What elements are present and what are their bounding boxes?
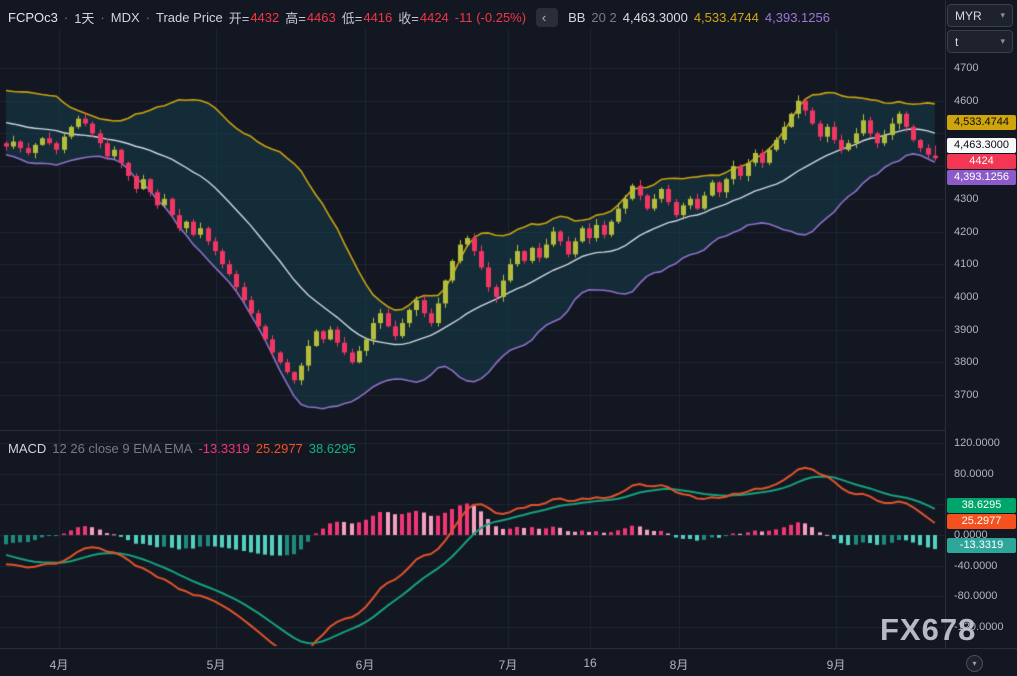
separator-dot: · (63, 10, 69, 25)
pane-separator[interactable] (0, 430, 945, 431)
price-tag: 38.6295 (947, 497, 1016, 513)
macd-line-value: 25.2977 (255, 441, 303, 456)
change-value: -11 (-0.25%) (454, 10, 527, 25)
axis-tick-label: 3800 (954, 356, 979, 369)
axis-tick-label: -40.0000 (954, 559, 998, 572)
time-axis-label: 4月 (49, 658, 69, 672)
bb-lower-value: 4,393.1256 (764, 10, 830, 25)
axis-tick-label: 3700 (954, 389, 979, 401)
exchange-label: MDX (110, 10, 140, 25)
open-label: 开= (228, 11, 250, 26)
currency-value: MYR (955, 8, 982, 23)
time-axis[interactable]: 4月 5月 6月 7月 16 8月 9月 (0, 648, 1017, 676)
separator-dot: · (145, 10, 150, 25)
symbol-name[interactable]: FCPOc3 (8, 10, 58, 25)
axis-tick-label: -80.0000 (954, 590, 998, 603)
time-axis-label: 9月 (826, 658, 846, 672)
macd-indicator-name[interactable]: MACD (8, 441, 47, 456)
collapse-legend-button[interactable]: ‹ (536, 8, 559, 27)
unit-dropdown[interactable]: t ▾ (947, 30, 1013, 53)
axis-tick-label: -120.0000 (954, 621, 1004, 633)
series-type-label: Trade Price (156, 10, 223, 25)
axis-tick-label: 80.0000 (954, 467, 994, 480)
open-value: 4432 (250, 10, 280, 25)
price-tag: -13.3319 (947, 537, 1016, 553)
axis-tick-label: 4300 (954, 192, 979, 205)
price-tag: 4424 (947, 153, 1016, 169)
currency-dropdown[interactable]: MYR ▾ (947, 4, 1013, 27)
bb-upper-value: 4,533.4744 (693, 10, 759, 25)
bb-params: 20 2 (591, 10, 617, 25)
time-axis-label: 16 (583, 656, 597, 670)
chevron-down-icon: ▾ (972, 659, 977, 668)
watermark: FX678 (880, 612, 977, 647)
bb-indicator-name[interactable]: BB (568, 10, 586, 25)
time-axis-label: 8月 (669, 658, 689, 672)
macd-signal-value: 38.6295 (308, 441, 356, 456)
axis-tick-label: 120.0000 (954, 437, 1000, 449)
axis-tick-label: 4700 (954, 62, 979, 74)
axis-tick-label: 3900 (954, 323, 979, 336)
axis-tick-label: 4000 (954, 290, 979, 303)
time-axis-label: 6月 (355, 658, 375, 672)
low-value: 4416 (363, 10, 393, 25)
price-tag: 4,393.1256 (947, 169, 1016, 185)
separator-dot: · (100, 10, 105, 25)
price-axis[interactable]: 4700 4600 4300 4200 4100 4000 3900 3800 3700 120.… (945, 0, 1017, 648)
chevron-left-icon: ‹ (541, 10, 547, 25)
axis-tick-label: 4600 (954, 94, 979, 107)
axis-tick-label: 4100 (954, 258, 979, 271)
close-value: 4424 (419, 10, 449, 25)
low-label: 低= (341, 11, 363, 26)
close-label: 收= (398, 11, 419, 26)
high-value: 4463 (306, 10, 336, 25)
high-label: 高= (285, 11, 306, 26)
price-tag: 4,463.3000 (947, 137, 1016, 153)
time-axis-label: 5月 (206, 658, 226, 672)
macd-legend: MACD 12 26 close 9 EMA EMA -13.3319 25.2… (8, 441, 362, 456)
price-tag: 25.2977 (947, 513, 1016, 529)
chevron-down-icon: ▾ (1000, 10, 1005, 20)
macd-params: 12 26 close 9 EMA EMA (52, 441, 193, 456)
chevron-down-icon: ▾ (1000, 36, 1005, 46)
time-axis-menu-button[interactable]: ▾ (966, 655, 983, 672)
interval-label[interactable]: 1天 (74, 11, 95, 26)
time-axis-label: 7月 (498, 658, 518, 672)
axis-tick-label: 4200 (954, 225, 979, 238)
price-tag: 4,533.4744 (947, 114, 1016, 130)
bb-basis-value: 4,463.3000 (622, 10, 688, 25)
macd-histogram-value: -13.3319 (198, 441, 250, 456)
unit-value: t (955, 34, 959, 49)
chart-legend: FCPOc3 · 1天 · MDX · Trade Price 开= 4432 … (8, 8, 836, 27)
